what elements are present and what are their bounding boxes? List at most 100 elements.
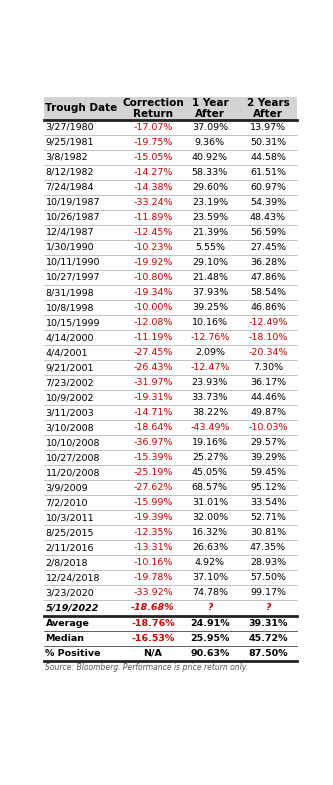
Text: 3/27/1980: 3/27/1980	[46, 122, 94, 132]
Text: 16.32%: 16.32%	[192, 528, 228, 538]
Text: -11.19%: -11.19%	[133, 333, 172, 342]
Text: Average: Average	[46, 619, 89, 627]
Text: 2 Years
After: 2 Years After	[247, 97, 289, 119]
Text: 32.00%: 32.00%	[192, 513, 228, 522]
Text: -10.80%: -10.80%	[133, 273, 172, 282]
Text: 49.87%: 49.87%	[250, 408, 286, 417]
Text: -14.27%: -14.27%	[133, 168, 172, 177]
Text: 47.86%: 47.86%	[250, 273, 286, 282]
Text: -12.08%: -12.08%	[133, 318, 172, 327]
Text: 21.39%: 21.39%	[192, 228, 228, 237]
Text: 29.60%: 29.60%	[192, 183, 228, 192]
Text: 8/12/1982: 8/12/1982	[46, 168, 94, 177]
Text: 24.91%: 24.91%	[190, 619, 230, 627]
Text: 39.25%: 39.25%	[192, 303, 228, 312]
Text: 40.92%: 40.92%	[192, 153, 228, 162]
Text: 61.51%: 61.51%	[250, 168, 286, 177]
Text: 26.63%: 26.63%	[192, 543, 228, 553]
Text: 10.16%: 10.16%	[192, 318, 228, 327]
Text: -15.05%: -15.05%	[133, 153, 172, 162]
Text: 10/3/2011: 10/3/2011	[46, 513, 94, 522]
Text: 45.72%: 45.72%	[248, 633, 288, 643]
Text: 9.36%: 9.36%	[195, 138, 225, 147]
Text: 37.09%: 37.09%	[192, 122, 228, 132]
Text: -18.68%: -18.68%	[131, 604, 175, 612]
Text: -19.92%: -19.92%	[133, 258, 172, 267]
Text: N/A: N/A	[144, 648, 163, 658]
Text: -14.71%: -14.71%	[133, 408, 172, 417]
Text: 27.45%: 27.45%	[250, 243, 286, 252]
Text: 10/27/1997: 10/27/1997	[46, 273, 100, 282]
Text: 12/24/2018: 12/24/2018	[46, 574, 100, 582]
Text: 37.10%: 37.10%	[192, 574, 228, 582]
Text: ?: ?	[207, 604, 212, 612]
Text: 50.31%: 50.31%	[250, 138, 286, 147]
Text: Correction
Return: Correction Return	[122, 97, 184, 119]
Text: % Positive: % Positive	[46, 648, 101, 658]
Text: 10/9/2002: 10/9/2002	[46, 393, 94, 402]
Text: 48.43%: 48.43%	[250, 213, 286, 222]
Text: -17.07%: -17.07%	[133, 122, 172, 132]
Text: 47.35%: 47.35%	[250, 543, 286, 553]
Text: 90.63%: 90.63%	[190, 648, 229, 658]
Text: 7/23/2002: 7/23/2002	[46, 378, 94, 387]
Text: 33.54%: 33.54%	[250, 498, 286, 507]
Text: -20.34%: -20.34%	[248, 348, 288, 357]
Text: 23.19%: 23.19%	[192, 198, 228, 207]
Text: 3/10/2008: 3/10/2008	[46, 423, 94, 433]
Text: 39.31%: 39.31%	[248, 619, 288, 627]
Text: 7/2/2010: 7/2/2010	[46, 498, 88, 507]
Text: -19.34%: -19.34%	[133, 288, 173, 297]
Text: -33.92%: -33.92%	[133, 589, 173, 597]
Text: -27.45%: -27.45%	[133, 348, 172, 357]
Text: 2.09%: 2.09%	[195, 348, 225, 357]
Text: -12.35%: -12.35%	[133, 528, 173, 538]
Text: 87.50%: 87.50%	[248, 648, 288, 658]
Text: 4/4/2001: 4/4/2001	[46, 348, 88, 357]
Text: 8/25/2015: 8/25/2015	[46, 528, 94, 538]
Text: -36.97%: -36.97%	[133, 438, 173, 447]
Text: -19.31%: -19.31%	[133, 393, 173, 402]
Text: 2/11/2016: 2/11/2016	[46, 543, 94, 553]
Text: 7/24/1984: 7/24/1984	[46, 183, 94, 192]
Text: 7.30%: 7.30%	[253, 363, 283, 372]
Text: 13.97%: 13.97%	[250, 122, 286, 132]
Text: 25.27%: 25.27%	[192, 453, 228, 462]
Text: 74.78%: 74.78%	[192, 589, 228, 597]
Text: 4.92%: 4.92%	[195, 558, 225, 568]
Text: 8/31/1998: 8/31/1998	[46, 288, 94, 297]
Text: -12.49%: -12.49%	[248, 318, 288, 327]
Text: 30.81%: 30.81%	[250, 528, 286, 538]
Text: 23.93%: 23.93%	[192, 378, 228, 387]
Text: 99.17%: 99.17%	[250, 589, 286, 597]
Text: -10.00%: -10.00%	[133, 303, 172, 312]
Text: 3/8/1982: 3/8/1982	[46, 153, 88, 162]
Text: -27.62%: -27.62%	[133, 484, 172, 492]
Text: -18.64%: -18.64%	[133, 423, 172, 433]
Text: 29.10%: 29.10%	[192, 258, 228, 267]
Text: 23.59%: 23.59%	[192, 213, 228, 222]
Text: 54.39%: 54.39%	[250, 198, 286, 207]
Text: -15.39%: -15.39%	[133, 453, 173, 462]
Text: 33.73%: 33.73%	[192, 393, 228, 402]
Text: 45.05%: 45.05%	[192, 469, 228, 477]
Text: 5/19/2022: 5/19/2022	[46, 604, 99, 612]
Text: 10/27/2008: 10/27/2008	[46, 453, 100, 462]
Text: 52.71%: 52.71%	[250, 513, 286, 522]
Text: 10/10/2008: 10/10/2008	[46, 438, 100, 447]
Bar	[44, 97, 297, 120]
Text: -19.78%: -19.78%	[133, 574, 172, 582]
Text: 10/11/1990: 10/11/1990	[46, 258, 100, 267]
Text: 29.57%: 29.57%	[250, 438, 286, 447]
Text: 60.97%: 60.97%	[250, 183, 286, 192]
Text: 38.22%: 38.22%	[192, 408, 228, 417]
Text: -25.19%: -25.19%	[133, 469, 172, 477]
Text: 28.93%: 28.93%	[250, 558, 286, 568]
Text: 44.58%: 44.58%	[250, 153, 286, 162]
Text: 1 Year
After: 1 Year After	[191, 97, 228, 119]
Text: 19.16%: 19.16%	[192, 438, 228, 447]
Text: 4/14/2000: 4/14/2000	[46, 333, 94, 342]
Text: 25.95%: 25.95%	[190, 633, 229, 643]
Text: -26.43%: -26.43%	[133, 363, 173, 372]
Text: -19.75%: -19.75%	[133, 138, 172, 147]
